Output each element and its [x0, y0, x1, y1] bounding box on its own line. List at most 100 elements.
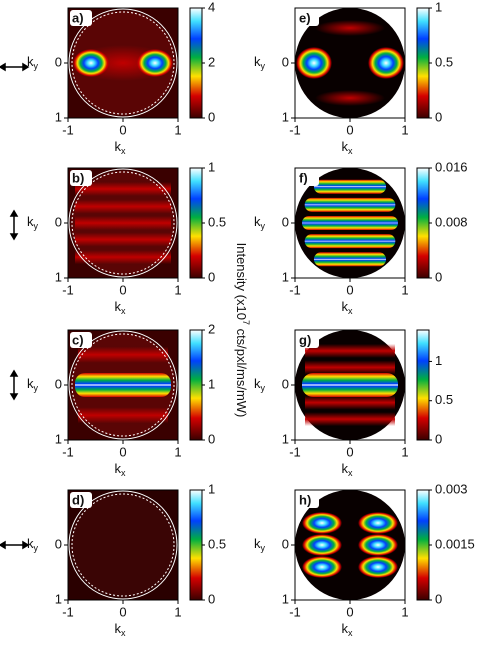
stripe: [75, 250, 171, 265]
panel-label-text: h): [299, 492, 311, 507]
x-axis-label-base: k: [115, 461, 122, 476]
band: [304, 197, 396, 212]
x-tick-label: 0: [119, 122, 126, 137]
colorbar-tick-label: 1: [208, 376, 215, 391]
x-tick-label: 0: [346, 122, 353, 137]
polarization-arrows: [0, 62, 30, 550]
stripe: [305, 412, 395, 427]
blob: [358, 556, 398, 578]
stripe: [78, 346, 168, 363]
outline: [71, 11, 175, 115]
y-axis-label: ky: [254, 536, 266, 553]
blob: [73, 49, 109, 77]
colorbar: [189, 329, 203, 441]
x-axis-label: kx: [342, 621, 354, 638]
panel-label: h): [297, 492, 319, 508]
colorbar-tick-label: 0: [208, 431, 215, 446]
panel-label-text: e): [299, 10, 311, 25]
x-axis-label: kx: [342, 139, 354, 156]
x-tick-label: -1: [62, 122, 74, 137]
panel-label: b): [70, 170, 92, 186]
panel-label-box: [70, 332, 92, 348]
outline: [68, 490, 178, 600]
heatmap-bg: [295, 8, 405, 118]
blob: [137, 49, 173, 77]
x-tick-label: 0: [346, 444, 353, 459]
blob: [302, 556, 342, 578]
y-axis-label-sub: y: [261, 543, 266, 553]
y-axis-label-base: k: [27, 214, 34, 229]
panel-label-box: [297, 332, 319, 348]
x-axis-label-base: k: [342, 139, 349, 154]
colorbar-tick-label: 0.016: [435, 159, 468, 174]
colorbar: [416, 489, 430, 601]
stripe: [75, 181, 171, 196]
colorbar: [189, 167, 203, 279]
panel-label-text: c): [72, 332, 84, 347]
blob: [302, 512, 342, 534]
colorbar-tick-label: 0.008: [435, 214, 468, 229]
y-axis-label: ky: [254, 214, 266, 231]
panel-label: c): [70, 332, 92, 348]
blob: [315, 20, 385, 36]
panel-label-text: f): [299, 170, 308, 185]
x-axis-label-base: k: [342, 299, 349, 314]
x-axis-label: kx: [115, 621, 127, 638]
panel-label-text: g): [299, 332, 311, 347]
y-axis-label-sub: y: [34, 543, 39, 553]
side-label: Intensity (x107 cts/pxl/ms/mW): [234, 243, 251, 418]
stripe: [305, 395, 395, 410]
x-tick-label: 1: [174, 282, 181, 297]
colorbar-tick-label: 1: [208, 159, 215, 174]
x-axis-label-sub: x: [348, 306, 353, 316]
y-axis-label-base: k: [27, 536, 34, 551]
colorbar-tick-label: 0: [435, 431, 442, 446]
panel-label-box: [297, 492, 319, 508]
x-axis-label-base: k: [342, 461, 349, 476]
y-axis-label: ky: [254, 376, 266, 393]
outline: [68, 330, 178, 440]
x-axis-label: kx: [115, 461, 127, 478]
band: [75, 373, 171, 397]
x-tick-label: 0: [119, 604, 126, 619]
x-axis-label-base: k: [342, 621, 349, 636]
colorbar: [189, 489, 203, 601]
blob: [358, 512, 398, 534]
x-axis-label-sub: x: [348, 628, 353, 638]
colorbar-tick-label: 0: [208, 109, 215, 124]
band: [304, 234, 396, 249]
stripe: [305, 343, 395, 358]
colorbar: [416, 7, 430, 119]
panel-label-text: d): [72, 492, 84, 507]
y-tick-label: 1: [55, 269, 62, 284]
y-axis-label-sub: y: [34, 383, 39, 393]
y-axis-label: ky: [27, 214, 39, 231]
y-tick-label: 1: [282, 431, 289, 446]
y-axis-label: ky: [27, 376, 39, 393]
side-label-sup: 7: [241, 320, 251, 325]
y-axis-label: ky: [27, 54, 39, 71]
y-axis-label-sub: y: [261, 61, 266, 71]
x-tick-label: -1: [289, 444, 301, 459]
y-tick-label: 1: [282, 591, 289, 606]
colorbar: [416, 329, 430, 441]
x-tick-label: -1: [289, 282, 301, 297]
x-axis-label-base: k: [115, 621, 122, 636]
colorbar-tick-label: 0: [435, 591, 442, 606]
panel-label: f): [297, 170, 319, 186]
y-axis-label: ky: [254, 54, 266, 71]
y-tick-label: 1: [55, 431, 62, 446]
x-tick-label: 1: [401, 444, 408, 459]
y-tick-label: 0: [55, 54, 62, 69]
panel-label-box: [70, 10, 92, 26]
y-tick-label: 1: [55, 591, 62, 606]
x-tick-label: 1: [401, 282, 408, 297]
y-axis-label-base: k: [254, 54, 261, 69]
colorbar-tick-label: 0.5: [208, 214, 226, 229]
